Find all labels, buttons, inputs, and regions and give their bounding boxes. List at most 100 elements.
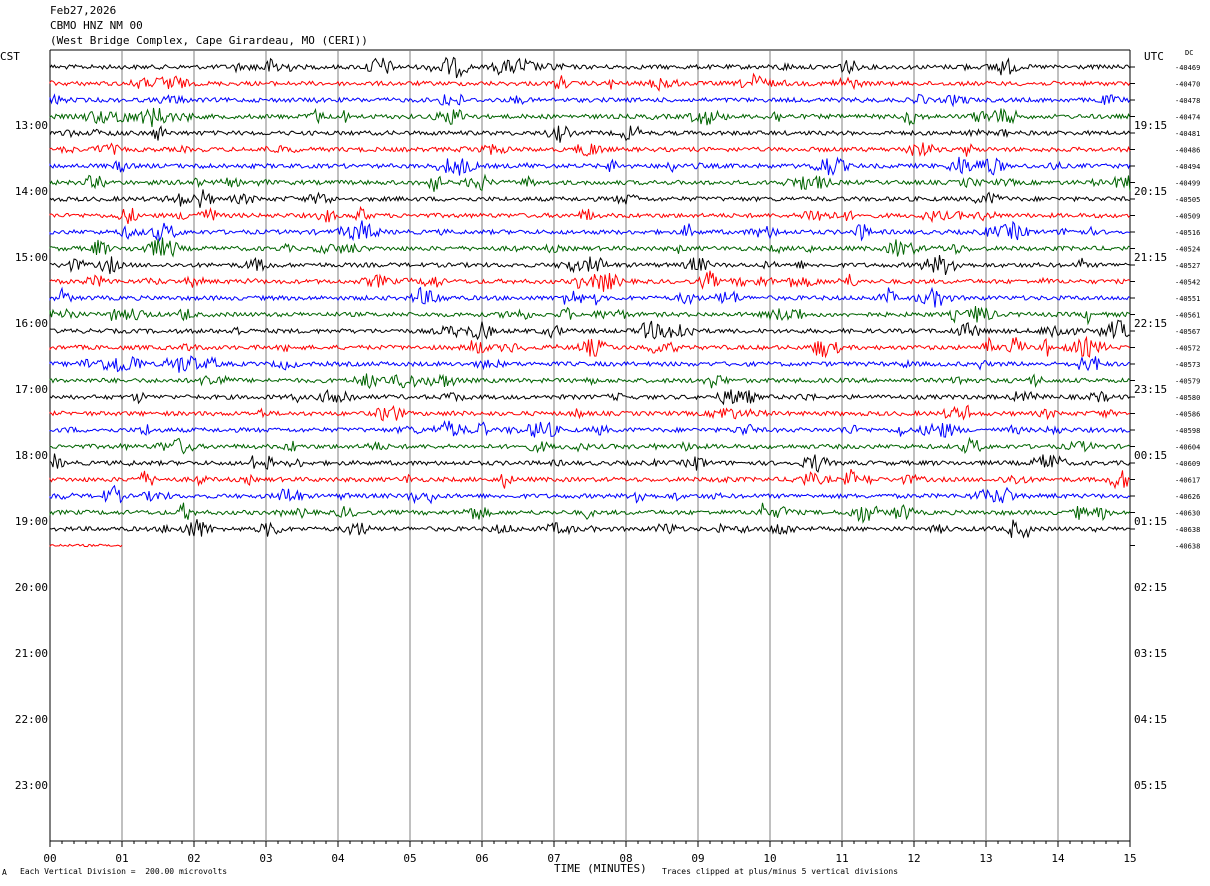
utc-hour-label: 22:15 — [1134, 317, 1167, 330]
scale-note: Each Vertical Division = 200.00 microvol… — [20, 867, 228, 876]
trace-row — [49, 373, 1131, 390]
cst-hour-label: 20:00 — [15, 581, 48, 594]
dc-offset-label: -40481 — [1175, 130, 1200, 138]
dc-offset-label: -40598 — [1175, 427, 1200, 435]
cst-hour-label: 22:00 — [15, 713, 48, 726]
utc-hour-label: 21:15 — [1134, 251, 1167, 264]
utc-hour-label: 00:15 — [1134, 449, 1167, 462]
cst-hour-label: 21:00 — [15, 647, 48, 660]
x-tick-label: 03 — [259, 852, 272, 865]
trace-row — [49, 93, 1131, 108]
trace-row — [49, 468, 1131, 490]
x-tick-label: 09 — [691, 852, 704, 865]
utc-hour-label: 23:15 — [1134, 383, 1167, 396]
trace-row — [49, 286, 1131, 308]
header-location: (West Bridge Complex, Cape Girardeau, MO… — [50, 34, 368, 47]
x-tick-label: 06 — [475, 852, 488, 865]
trace-row — [49, 205, 1131, 225]
dc-offset-label: -40542 — [1175, 279, 1200, 287]
x-tick-label: 07 — [547, 852, 560, 865]
dc-offset-label: -40551 — [1175, 295, 1200, 303]
trace-row — [49, 519, 1131, 539]
utc-hour-label: 19:15 — [1134, 119, 1167, 132]
dc-offset-label: -40617 — [1175, 477, 1200, 485]
x-tick-label: 14 — [1051, 852, 1065, 865]
dc-offset-label: -40494 — [1175, 163, 1200, 171]
trace-row — [49, 189, 1131, 208]
x-tick-label: 10 — [763, 852, 776, 865]
trace-row — [49, 237, 1131, 258]
cst-hour-label: 15:00 — [15, 251, 48, 264]
trace-row — [49, 355, 1131, 373]
trace-row — [49, 419, 1131, 438]
trace-row — [49, 255, 1131, 276]
trace-row — [49, 305, 1131, 326]
x-tick-label: 08 — [619, 852, 632, 865]
trace-row — [49, 142, 1131, 157]
trace-row — [49, 543, 123, 548]
dc-offset-label: -40567 — [1175, 328, 1200, 336]
dc-offset-label: -40572 — [1175, 345, 1200, 353]
cst-hour-label: 16:00 — [15, 317, 48, 330]
trace-row — [49, 436, 1131, 455]
dc-offset-label: -40524 — [1175, 246, 1200, 254]
trace-row — [49, 319, 1131, 341]
cst-hour-label: 23:00 — [15, 779, 48, 792]
utc-hour-label: 20:15 — [1134, 185, 1167, 198]
cst-hour-label: 19:00 — [15, 515, 48, 528]
trace-row — [49, 72, 1131, 92]
dc-offset-label: -40604 — [1175, 444, 1200, 452]
cst-hour-label: 18:00 — [15, 449, 48, 462]
x-tick-label: 13 — [979, 852, 992, 865]
trace-row — [49, 220, 1131, 243]
cst-hour-label: 17:00 — [15, 383, 48, 396]
dc-offset-label: -40527 — [1175, 262, 1200, 270]
cst-hour-label: 14:00 — [15, 185, 48, 198]
dc-offset-label: -40561 — [1175, 312, 1200, 320]
dc-offset-label: -40579 — [1175, 378, 1200, 386]
trace-row — [49, 270, 1131, 292]
trace-row — [49, 156, 1131, 176]
cst-axis-title: CST — [0, 50, 20, 63]
trace-row — [49, 173, 1131, 192]
trace-row — [49, 56, 1131, 79]
utc-hour-label: 05:15 — [1134, 779, 1167, 792]
cst-hour-label: 13:00 — [15, 119, 48, 132]
x-tick-label: 15 — [1123, 852, 1136, 865]
utc-axis-title: UTC — [1144, 50, 1164, 63]
trace-row — [49, 453, 1131, 473]
trace-row — [49, 502, 1131, 524]
dc-offset-label: -40474 — [1175, 114, 1200, 122]
dc-offset-label: -40509 — [1175, 213, 1200, 221]
trace-row — [49, 125, 1131, 143]
trace-row — [49, 404, 1131, 422]
dc-offset-label: -40609 — [1175, 460, 1200, 468]
header-station: CBMO HNZ NM 00 — [50, 19, 143, 32]
dc-label: DC — [1185, 49, 1194, 57]
dc-offset-label: -40580 — [1175, 394, 1200, 402]
x-tick-label: 05 — [403, 852, 416, 865]
dc-offset-label: -40516 — [1175, 229, 1200, 237]
utc-hour-label: 04:15 — [1134, 713, 1167, 726]
dc-offset-label: -40638 — [1175, 526, 1200, 534]
dc-offset-label: -40638 — [1175, 543, 1200, 551]
x-tick-label: 00 — [43, 852, 56, 865]
x-tick-label: 02 — [187, 852, 200, 865]
dc-offset-label: -40573 — [1175, 361, 1200, 369]
trace-row — [49, 107, 1131, 128]
x-axis-title: TIME (MINUTES) — [554, 862, 647, 875]
x-tick-label: 04 — [331, 852, 345, 865]
clip-note: Traces clipped at plus/minus 5 vertical … — [662, 867, 899, 876]
x-tick-label: 11 — [835, 852, 848, 865]
utc-hour-label: 02:15 — [1134, 581, 1167, 594]
trace-row — [49, 484, 1131, 505]
dc-offset-label: -40499 — [1175, 180, 1200, 188]
x-tick-label: 01 — [115, 852, 128, 865]
trace-row — [49, 389, 1131, 406]
x-tick-label: 12 — [907, 852, 920, 865]
dc-offset-label: -40470 — [1175, 81, 1200, 89]
dc-offset-label: -40469 — [1175, 64, 1200, 72]
dc-offset-label: -40486 — [1175, 147, 1200, 155]
dc-offset-label: -40505 — [1175, 196, 1200, 204]
trace-row — [49, 335, 1131, 359]
